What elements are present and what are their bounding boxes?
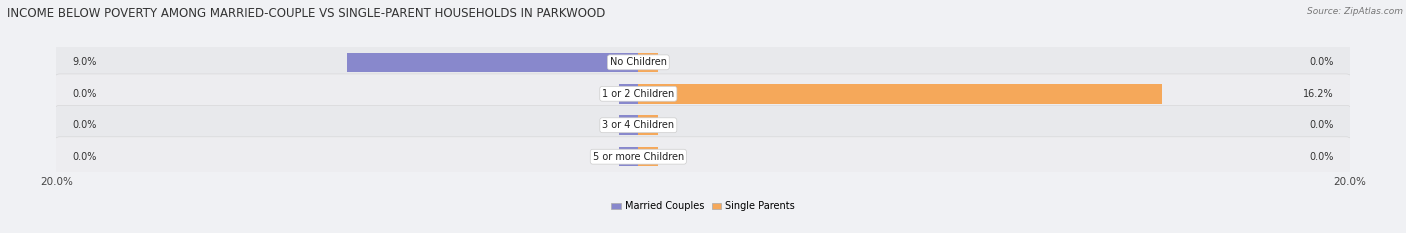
Bar [619,147,638,166]
Bar [347,53,638,72]
Text: 0.0%: 0.0% [73,120,97,130]
Text: 0.0%: 0.0% [1309,57,1333,67]
Text: 0.0%: 0.0% [1309,152,1333,162]
Bar [619,84,638,103]
Text: 0.0%: 0.0% [73,152,97,162]
Text: 0.0%: 0.0% [73,89,97,99]
FancyBboxPatch shape [55,137,1351,177]
Bar [638,116,658,135]
Text: 5 or more Children: 5 or more Children [593,152,683,162]
Bar [638,84,1163,103]
Text: 1 or 2 Children: 1 or 2 Children [602,89,675,99]
Bar [638,147,658,166]
Bar [638,53,658,72]
Text: 16.2%: 16.2% [1303,89,1333,99]
Text: 3 or 4 Children: 3 or 4 Children [602,120,675,130]
Text: 0.0%: 0.0% [1309,120,1333,130]
Text: Source: ZipAtlas.com: Source: ZipAtlas.com [1308,7,1403,16]
Text: 9.0%: 9.0% [73,57,97,67]
FancyBboxPatch shape [55,105,1351,145]
Text: No Children: No Children [610,57,666,67]
FancyBboxPatch shape [55,42,1351,82]
Bar [619,116,638,135]
Legend: Married Couples, Single Parents: Married Couples, Single Parents [607,198,799,215]
Text: INCOME BELOW POVERTY AMONG MARRIED-COUPLE VS SINGLE-PARENT HOUSEHOLDS IN PARKWOO: INCOME BELOW POVERTY AMONG MARRIED-COUPL… [7,7,606,20]
FancyBboxPatch shape [55,74,1351,114]
